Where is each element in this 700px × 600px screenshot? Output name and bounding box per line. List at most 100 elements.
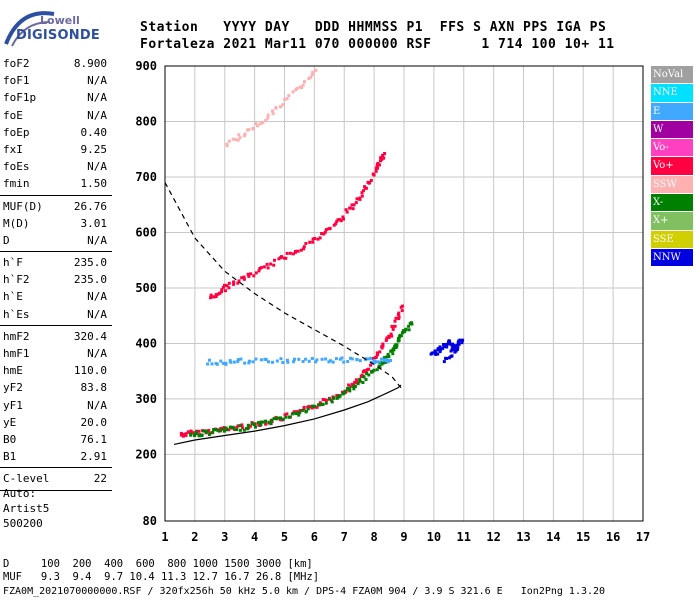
echo-point (374, 355, 378, 359)
echo-point (220, 427, 224, 431)
param-value: 235.0 (73, 273, 107, 287)
echo-point (259, 266, 263, 270)
echo-point (391, 325, 395, 329)
echo-point (436, 352, 440, 356)
echo-point (228, 425, 232, 429)
echo-point (209, 293, 213, 297)
echo-point (353, 385, 357, 388)
echo-point (246, 427, 250, 431)
chart-data-marks (179, 68, 465, 438)
param-row: foF1p N/A (0, 89, 112, 106)
param-value: N/A (87, 108, 107, 122)
echo-point (389, 349, 393, 353)
echo-point (362, 189, 365, 193)
echo-point (318, 401, 322, 405)
echo-point (342, 217, 345, 221)
x-tick-label: 10 (427, 530, 441, 544)
echo-point (375, 164, 379, 168)
legend-entry: W (651, 120, 693, 140)
echo-point (279, 105, 283, 109)
legend-entry: X+ (651, 212, 693, 231)
trace (225, 68, 318, 148)
param-row: h`Es N/A (0, 306, 112, 323)
echo-point (249, 272, 253, 276)
echo-point (372, 368, 376, 372)
echo-point (317, 403, 321, 407)
x-tick-label: 16 (606, 530, 620, 544)
echo-point (351, 384, 355, 388)
echo-point (449, 349, 453, 353)
echo-point (304, 242, 308, 245)
echo-point (346, 387, 349, 390)
param-row: C-level 22 (0, 470, 112, 487)
echo-point (367, 367, 371, 371)
param-row: foE N/A (0, 107, 112, 124)
legend-entry: NNE (651, 84, 693, 103)
echo-point (382, 356, 386, 360)
echo-point (315, 358, 319, 362)
echo-point (345, 210, 349, 214)
param-label: B1 (3, 450, 17, 464)
logo-brand: DIGISONDE (16, 28, 100, 43)
echo-point (189, 432, 193, 436)
echo-point (349, 356, 352, 360)
echo-point (254, 271, 258, 275)
y-tick-label: 800 (135, 114, 157, 128)
echo-point (438, 345, 442, 349)
echo-point (222, 429, 226, 433)
echo-point (364, 378, 368, 381)
echo-point (355, 197, 359, 201)
echo-point (304, 409, 308, 413)
x-tick-label: 17 (636, 530, 650, 544)
echo-point (457, 342, 460, 346)
echo-point (310, 357, 314, 360)
param-row: D N/A (0, 232, 112, 249)
echo-point (240, 423, 244, 427)
echo-point (252, 423, 256, 427)
echo-point (292, 360, 296, 364)
echo-point (272, 263, 276, 267)
echo-point (437, 347, 441, 350)
echo-point (279, 416, 282, 420)
param-row: foEs N/A (0, 158, 112, 175)
echo-point (371, 172, 375, 176)
x-tick-label: 13 (516, 530, 530, 544)
echo-point (210, 431, 214, 435)
echo-point (334, 357, 338, 361)
echo-point (458, 339, 462, 342)
chart-grid (164, 65, 644, 522)
x-tick-label: 5 (281, 530, 288, 544)
echo-point (264, 358, 268, 361)
echo-point (311, 237, 315, 241)
echo-point (404, 327, 408, 331)
echo-point (339, 219, 343, 223)
echo-point (381, 361, 385, 365)
echo-point (242, 428, 246, 432)
echo-point (266, 113, 270, 117)
echo-point (232, 426, 236, 430)
echo-point (442, 343, 445, 346)
param-row: hmE 110.0 (0, 362, 112, 379)
param-label: h`F (3, 256, 23, 270)
echo-point (397, 315, 401, 319)
echo-point (387, 359, 391, 362)
echo-point (362, 375, 366, 379)
param-label: MUF(D) (3, 199, 43, 213)
header-labels: Station YYYY DAY DDD HHMMSS P1 FFS S AXN… (140, 20, 607, 35)
echo-point (238, 424, 242, 428)
echo-point (454, 349, 458, 353)
echo-point (259, 358, 263, 362)
echo-point (397, 311, 401, 315)
echo-point (285, 97, 289, 101)
param-separator (0, 489, 112, 491)
param-value: 26.76 (73, 199, 107, 213)
echo-point (343, 389, 347, 393)
param-label: foEp (3, 125, 30, 139)
echo-point (259, 420, 263, 424)
echo-point (208, 358, 211, 362)
echo-point (350, 382, 354, 386)
echo-point (375, 351, 379, 355)
param-label: hmF2 (3, 329, 30, 343)
echo-point (202, 429, 206, 433)
echo-point (378, 350, 382, 354)
